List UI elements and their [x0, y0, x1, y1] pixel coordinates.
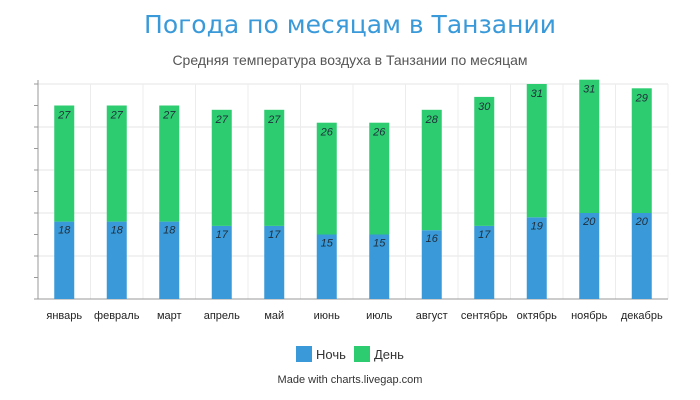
data-label-night: 17	[268, 229, 281, 241]
data-label-day: 31	[583, 84, 595, 96]
legend: Ночь День	[0, 346, 700, 362]
bar-night[interactable]	[316, 234, 337, 300]
bar-day[interactable]	[211, 109, 232, 226]
x-tick-label: июнь	[314, 310, 340, 322]
x-tick-label: декабрь	[621, 310, 663, 322]
bar-night[interactable]	[159, 221, 180, 299]
legend-swatch-day	[353, 346, 370, 362]
bars	[54, 79, 652, 300]
bar-night[interactable]	[264, 225, 285, 299]
x-tick-label: октябрь	[517, 310, 557, 322]
data-label-day: 27	[110, 110, 124, 122]
chart-subtitle: Средняя температура воздуха в Танзании п…	[172, 52, 528, 68]
bar-night[interactable]	[579, 213, 600, 299]
data-label-night: 20	[635, 216, 649, 228]
data-labels: 18 27 18 27 18 27 17 27 17 27 15 26 15 26 16 28 17 30 19 31…	[57, 84, 649, 250]
x-tick-label: сентябрь	[461, 310, 508, 322]
data-label-night: 16	[426, 233, 439, 245]
bar-day[interactable]	[264, 109, 285, 226]
legend-item-night[interactable]: Ночь	[296, 346, 346, 362]
data-label-day: 31	[531, 88, 543, 100]
bar-night[interactable]	[474, 225, 495, 299]
credit-text: Made with charts.livegap.com	[277, 374, 423, 386]
legend-swatch-night	[296, 346, 313, 362]
bar-day[interactable]	[474, 96, 495, 226]
data-label-night: 18	[58, 225, 71, 237]
data-label-day: 27	[57, 110, 71, 122]
x-tick-label: апрель	[204, 310, 240, 322]
bar-day[interactable]	[106, 105, 127, 222]
data-label-day: 27	[162, 110, 176, 122]
data-label-day: 29	[635, 92, 648, 104]
chart-title: Погода по месяцам в Танзании	[144, 10, 556, 39]
x-tick-labels: январь февраль март апрель май июнь июль август…	[46, 310, 663, 322]
bar-day[interactable]	[421, 109, 442, 231]
legend-label-night: Ночь	[316, 346, 346, 362]
legend-item-day[interactable]: День	[353, 346, 404, 362]
grid-lines	[37, 83, 669, 300]
data-label-night: 15	[321, 238, 334, 250]
x-tick-label: январь	[46, 310, 82, 322]
bar-day[interactable]	[631, 88, 652, 213]
data-label-day: 27	[267, 114, 281, 126]
bar-day[interactable]	[159, 105, 180, 222]
bar-day[interactable]	[369, 122, 390, 235]
x-tick-label: май	[264, 310, 284, 322]
data-label-day: 30	[478, 101, 491, 113]
bar-night[interactable]	[106, 221, 127, 299]
data-label-day: 26	[372, 127, 386, 139]
data-label-night: 18	[111, 225, 124, 237]
x-tick-label: июль	[366, 310, 393, 322]
data-label-night: 19	[531, 220, 543, 232]
data-label-day: 26	[320, 127, 334, 139]
bar-day[interactable]	[579, 79, 600, 213]
data-label-day: 27	[215, 114, 229, 126]
x-tick-label: ноябрь	[571, 310, 608, 322]
data-label-night: 17	[216, 229, 229, 241]
bar-day[interactable]	[526, 84, 547, 218]
x-tick-label: февраль	[94, 310, 140, 322]
x-tick-label: август	[416, 310, 448, 322]
data-label-night: 15	[373, 238, 386, 250]
legend-label-day: День	[373, 346, 404, 362]
bar-night[interactable]	[526, 217, 547, 299]
bar-day[interactable]	[54, 105, 75, 222]
bar-night[interactable]	[369, 234, 390, 300]
bar-night[interactable]	[211, 225, 232, 299]
bar-night[interactable]	[54, 221, 75, 299]
bar-night[interactable]	[421, 230, 442, 299]
data-label-night: 20	[582, 216, 596, 228]
data-label-day: 28	[425, 114, 439, 126]
bar-day[interactable]	[316, 122, 337, 235]
data-label-night: 17	[478, 229, 491, 241]
data-label-night: 18	[163, 225, 176, 237]
x-tick-label: март	[157, 310, 182, 322]
axes	[34, 80, 668, 300]
bar-night[interactable]	[631, 213, 652, 299]
